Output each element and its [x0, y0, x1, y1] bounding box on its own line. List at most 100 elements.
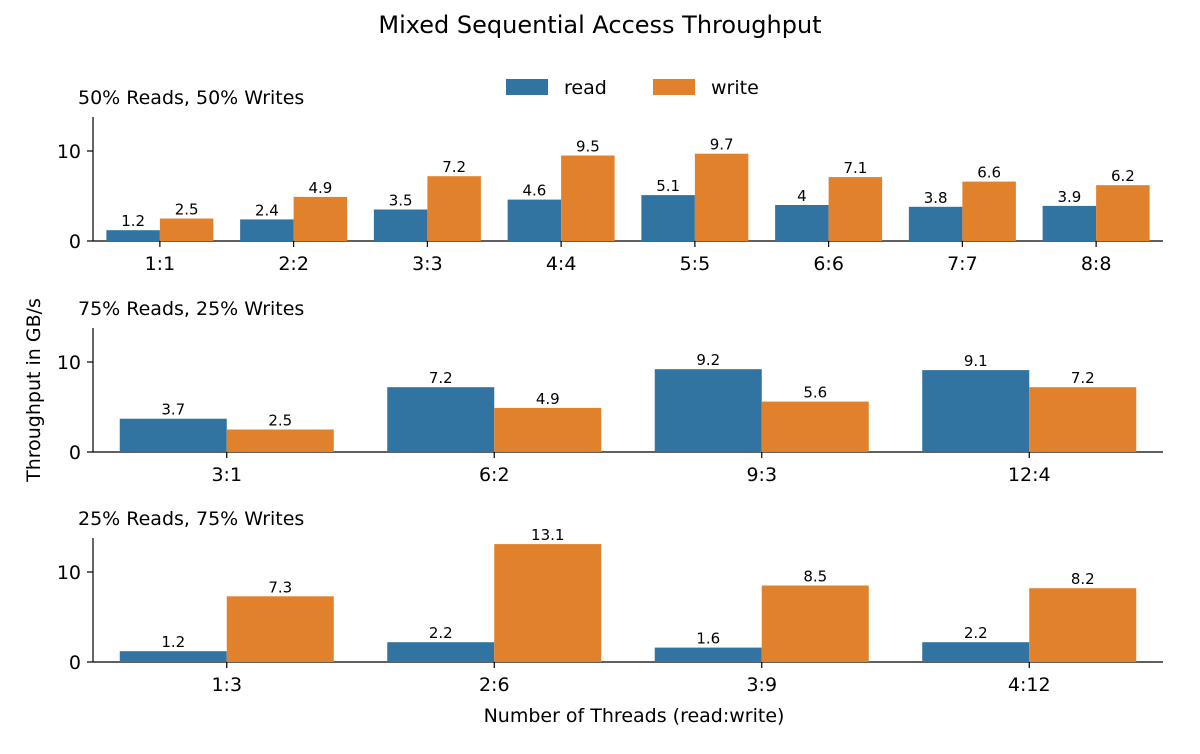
data-label-read: 2.2 — [429, 624, 453, 642]
data-label-write: 9.5 — [576, 138, 600, 156]
bar-read — [119, 651, 227, 662]
panel-title: 75% Reads, 25% Writes — [78, 298, 304, 320]
x-tick-label: 4:12 — [1008, 674, 1051, 696]
data-label-read: 9.2 — [696, 351, 720, 369]
data-label-write: 4.9 — [308, 179, 332, 197]
legend: read write — [506, 77, 759, 99]
panel-title: 50% Reads, 50% Writes — [78, 87, 304, 109]
data-label-read: 4 — [797, 187, 807, 205]
bar-read — [775, 205, 829, 241]
bar-write — [494, 544, 602, 662]
bar-read — [1042, 205, 1097, 241]
bar-write — [1029, 387, 1137, 452]
bar-write — [761, 585, 869, 662]
data-label-read: 3.9 — [1057, 188, 1081, 206]
data-label-write: 8.5 — [803, 568, 827, 586]
y-tick-label: 10 — [57, 141, 81, 163]
bar-read — [641, 195, 695, 241]
bar-write — [159, 218, 214, 241]
panel-2: 75% Reads, 25% Writes 0 10 3:1 3.7 2.5 6:2 7.2 4… — [57, 298, 1163, 486]
bar-write — [427, 176, 481, 241]
data-label-read: 3.8 — [924, 189, 948, 207]
data-label-read: 2.4 — [255, 201, 279, 219]
x-tick-label: 6:2 — [479, 464, 510, 486]
legend-label-write: write — [711, 77, 759, 99]
y-tick-label: 10 — [57, 562, 81, 584]
bar-write — [761, 401, 869, 452]
bar-read — [922, 370, 1030, 452]
bar-write — [1029, 588, 1137, 662]
x-tick-label: 1:1 — [145, 253, 176, 275]
x-tick-label: 9:3 — [746, 464, 777, 486]
bar-write — [828, 177, 883, 241]
y-axis-label: Throughput in GB/s — [23, 298, 45, 483]
x-tick-label: 3:3 — [412, 253, 443, 275]
data-label-write: 5.6 — [803, 384, 827, 402]
data-label-write: 7.2 — [1071, 369, 1095, 387]
bar-read — [908, 206, 963, 241]
y-tick-label: 0 — [69, 442, 81, 464]
x-tick-label: 2:2 — [278, 253, 309, 275]
data-label-read: 1.6 — [696, 630, 720, 648]
data-label-read: 7.2 — [429, 369, 453, 387]
bar-write — [561, 155, 615, 241]
data-label-read: 3.7 — [161, 401, 185, 419]
data-label-write: 4.9 — [536, 390, 560, 408]
bar-read — [373, 209, 428, 241]
bar-read — [387, 642, 495, 662]
x-tick-label: 6:6 — [813, 253, 844, 275]
y-tick-label: 0 — [69, 652, 81, 674]
bar-read — [654, 647, 762, 662]
x-tick-label: 4:4 — [546, 253, 577, 275]
legend-swatch-write — [653, 79, 695, 95]
data-label-read: 4.6 — [522, 182, 546, 200]
panel-1: 50% Reads, 50% Writes 0 10 1:1 1.2 2.5 2:2 2.4 4… — [57, 87, 1163, 275]
bar-read — [922, 642, 1030, 662]
bar-write — [1096, 185, 1150, 241]
x-tick-label: 12:4 — [1008, 464, 1051, 486]
data-label-write: 13.1 — [531, 526, 564, 544]
x-tick-label: 3:9 — [746, 674, 777, 696]
bar-write — [293, 196, 348, 241]
y-tick-label: 10 — [57, 352, 81, 374]
data-label-read: 2.2 — [964, 624, 988, 642]
bar-read — [240, 219, 294, 241]
data-label-write: 9.7 — [710, 136, 734, 154]
panel-3: 25% Reads, 75% Writes 0 10 1:3 1.2 7.3 2:6 2.2 1… — [57, 508, 1163, 696]
legend-label-read: read — [564, 77, 607, 99]
data-label-read: 1.2 — [121, 212, 145, 230]
data-label-read: 9.1 — [964, 352, 988, 370]
data-label-write: 2.5 — [175, 201, 199, 219]
legend-swatch-read — [506, 79, 548, 95]
data-label-write: 7.3 — [268, 578, 292, 596]
x-tick-label: 5:5 — [680, 253, 711, 275]
data-label-write: 8.2 — [1071, 570, 1095, 588]
x-tick-label: 8:8 — [1081, 253, 1112, 275]
data-label-write: 2.5 — [268, 412, 292, 430]
chart-title: Mixed Sequential Access Throughput — [378, 11, 821, 39]
bar-write — [694, 153, 749, 241]
panel-title: 25% Reads, 75% Writes — [78, 508, 304, 530]
data-label-read: 1.2 — [161, 633, 185, 651]
data-label-read: 5.1 — [656, 177, 680, 195]
bar-write — [494, 407, 602, 452]
data-label-write: 6.6 — [977, 164, 1001, 182]
x-tick-label: 7:7 — [947, 253, 978, 275]
x-axis-label: Number of Threads (read:write) — [484, 705, 785, 727]
data-label-write: 7.2 — [442, 158, 466, 176]
bar-write — [962, 181, 1016, 241]
chart-panels: 50% Reads, 50% Writes 0 10 1:1 1.2 2.5 2:2 2.4 4… — [57, 87, 1163, 696]
bar-write — [226, 429, 334, 452]
data-label-write: 7.1 — [843, 159, 867, 177]
y-tick-label: 0 — [69, 231, 81, 253]
bar-read — [654, 369, 762, 452]
bar-read — [507, 199, 562, 241]
bar-read — [387, 387, 495, 452]
x-tick-label: 3:1 — [211, 464, 242, 486]
bar-read — [106, 230, 160, 241]
x-tick-label: 1:3 — [211, 674, 242, 696]
x-tick-label: 2:6 — [479, 674, 510, 696]
data-label-read: 3.5 — [389, 192, 413, 210]
